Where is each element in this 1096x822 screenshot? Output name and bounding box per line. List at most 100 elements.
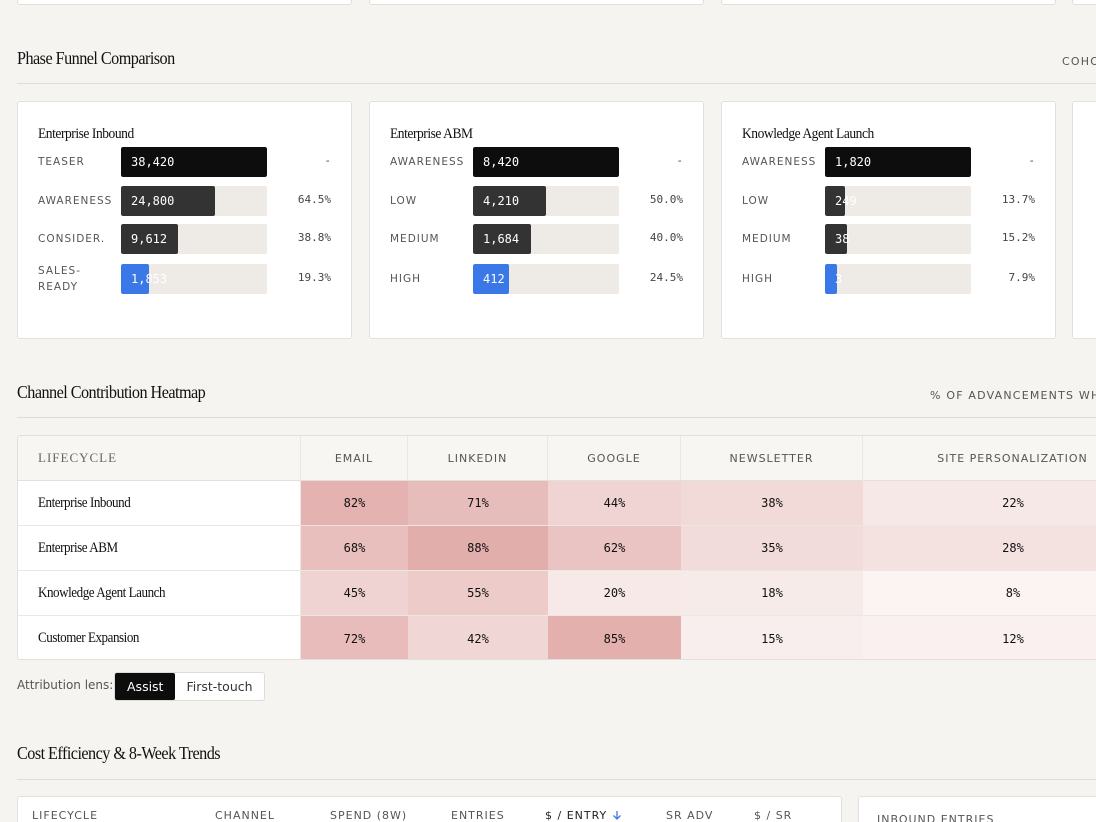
count: 8,420 (483, 155, 520, 169)
count: 412 (483, 272, 505, 286)
heat-cell: 8% (863, 571, 1096, 616)
cell-value: 45% (343, 586, 366, 600)
heat-cell: 88% (408, 526, 548, 571)
stage-label: HIGH (390, 263, 470, 295)
bar-track: 1,684 (473, 224, 619, 254)
header-text: LIFECYCLE (38, 450, 118, 465)
heatmap-table: LIFECYCLE EMAIL LINKEDIN GOOGLE NEWSLETTER SI… (17, 435, 1096, 660)
column-header: SR ADV (666, 809, 713, 822)
sort-arrow[interactable] (612, 810, 622, 821)
stage-text: AWARENESS (742, 156, 817, 168)
bar-track: 38 (825, 224, 971, 254)
stage-text: HIGH (390, 273, 422, 285)
bar-track: 1,853 (121, 264, 267, 294)
count: 249 (835, 194, 857, 208)
stage-label: TEASER (38, 146, 118, 178)
conversion: 19.3% (297, 271, 331, 284)
column-header: LINKEDIN (408, 436, 548, 481)
bar-track: 38,420 (121, 147, 267, 177)
row-label-text: Customer Expansion (38, 630, 140, 646)
funnel-bar (473, 186, 546, 216)
funnel-bar (825, 186, 845, 216)
stage-text: TEASER (38, 156, 85, 168)
side-card: INBOUND ENTRIES (858, 796, 1096, 822)
lens-option[interactable]: Assist (115, 673, 176, 700)
header-text: $ / ENTRY (545, 809, 608, 822)
cell-value: 42% (467, 631, 489, 646)
attribution-toggle: Assist First-touch (114, 672, 265, 701)
card-title: Enterprise Inbound (38, 126, 134, 142)
funnel-card: Enterprise ABM AWARENESS 8,420 - LOW 4,210 50.… (369, 101, 704, 339)
section-note: COHO (1062, 55, 1096, 68)
heat-cell: 15% (681, 616, 863, 659)
cell-value: 12% (1002, 631, 1024, 646)
column-header: LIFECYCLE (32, 809, 98, 822)
column-header: EMAIL (301, 436, 408, 481)
row-label-text: Enterprise Inbound (38, 494, 131, 511)
funnel-bar (121, 186, 216, 216)
section-title: Cost Efficiency & 8-Week Trends (17, 743, 221, 763)
column-header: CHANNEL (215, 809, 275, 822)
heat-cell: 22% (863, 481, 1096, 526)
heat-cell: 20% (548, 571, 681, 616)
cell-value: 18% (761, 586, 783, 600)
header-text: LINKEDIN (447, 451, 508, 465)
cell-value: 8% (1005, 586, 1021, 600)
column-header: SITE PERSONALIZATION (863, 436, 1096, 481)
column-header: ENTRIES (451, 809, 505, 822)
cell-value: 88% (467, 541, 489, 555)
cell-value: 20% (603, 586, 626, 600)
card-title: Knowledge Agent Launch (742, 126, 874, 142)
count: 3 (835, 272, 843, 286)
cell-value: 35% (761, 541, 783, 555)
conversion: - (1028, 154, 1035, 167)
funnel-bar (121, 147, 267, 177)
card (721, 0, 1056, 5)
funnel-bar (473, 224, 532, 254)
divider (17, 417, 1096, 418)
stage-text: LOW (390, 195, 418, 207)
conversion: 13.7% (1001, 193, 1035, 206)
cell-value: 22% (1002, 496, 1024, 510)
stage-label: HIGH (742, 263, 822, 295)
header-text: CHANNEL (215, 809, 276, 822)
column-header: $ / ENTRY (545, 809, 622, 822)
conversion: 7.9% (1008, 271, 1036, 284)
count: 1,820 (835, 155, 872, 169)
stage-label: AWARENESS (742, 146, 822, 178)
funnel-bar (121, 264, 150, 294)
bar-track: 9,612 (121, 224, 267, 254)
funnel-bar (121, 224, 178, 254)
conversion: - (676, 154, 683, 167)
count: 9,612 (131, 232, 168, 246)
conversion: 64.5% (297, 193, 331, 206)
heat-cell: 71% (408, 481, 548, 526)
column-header: LIFECYCLE (18, 436, 301, 481)
funnel-bar (473, 147, 619, 177)
cell-value: 68% (343, 541, 366, 555)
cell-value: 72% (343, 631, 366, 646)
header-text: SITE PERSONALIZATION (937, 451, 1088, 465)
heat-cell: 82% (301, 481, 408, 526)
stage-text: CONSIDER. (38, 233, 106, 245)
heat-cell: 35% (681, 526, 863, 571)
funnel-card: Knowledge Agent Launch AWARENESS 1,820 - LOW… (721, 101, 1056, 339)
stage-text: MEDIUM (390, 233, 440, 245)
section-title: Channel Contribution Heatmap (17, 382, 206, 402)
count: 38,420 (131, 155, 175, 169)
count: 1,853 (131, 272, 168, 286)
funnel-bar (825, 147, 971, 177)
cell-value: 71% (467, 496, 489, 510)
cell-value: 62% (603, 541, 626, 555)
card (369, 0, 704, 5)
lens-option[interactable]: First-touch (186, 679, 253, 694)
conversion: - (324, 154, 331, 167)
stage-label: AWARENESS (38, 185, 118, 217)
funnel-bar (825, 264, 837, 294)
cell-value: 44% (603, 496, 626, 510)
card (1072, 101, 1096, 339)
column-header: $ / SR (754, 809, 792, 822)
section-title: Phase Funnel Comparison (17, 48, 175, 68)
header-text: SPEND (8W) (330, 809, 408, 822)
